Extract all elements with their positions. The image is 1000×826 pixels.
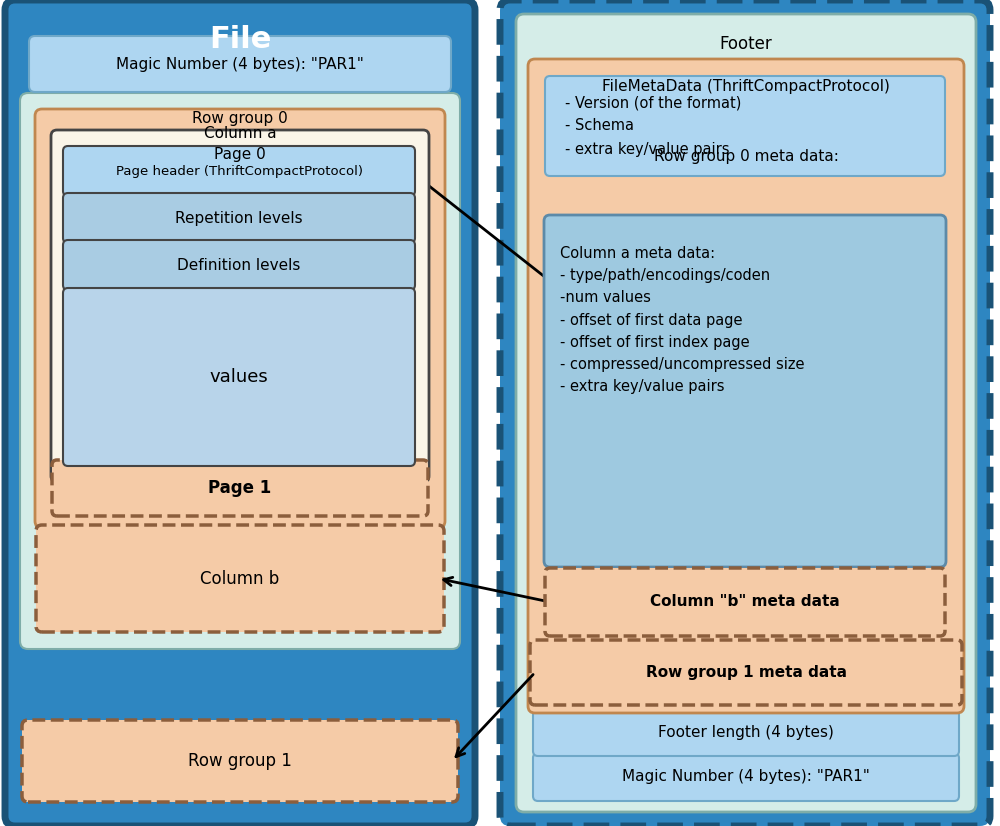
- Text: Magic Number (4 bytes): "PAR1": Magic Number (4 bytes): "PAR1": [116, 56, 364, 72]
- Text: Column "b" meta data: Column "b" meta data: [650, 595, 840, 610]
- Text: Row group 1: Row group 1: [188, 752, 292, 770]
- Text: - Version (of the format)
- Schema
- extra key/value pairs: - Version (of the format) - Schema - ext…: [565, 95, 741, 157]
- Text: FileMetaData (ThriftCompactProtocol): FileMetaData (ThriftCompactProtocol): [602, 78, 890, 93]
- FancyBboxPatch shape: [63, 146, 415, 196]
- FancyBboxPatch shape: [528, 59, 964, 713]
- FancyBboxPatch shape: [544, 215, 946, 567]
- FancyBboxPatch shape: [52, 460, 428, 516]
- FancyBboxPatch shape: [516, 14, 976, 812]
- Text: values: values: [210, 368, 268, 386]
- Text: Row group 0 meta data:: Row group 0 meta data:: [654, 149, 838, 164]
- Text: Column a meta data:
- type/path/encodings/coden
-num values
- offset of first da: Column a meta data: - type/path/encoding…: [560, 246, 804, 394]
- FancyBboxPatch shape: [533, 753, 959, 801]
- FancyBboxPatch shape: [22, 720, 458, 802]
- FancyBboxPatch shape: [29, 36, 451, 92]
- Text: Page header (ThriftCompactProtocol): Page header (ThriftCompactProtocol): [116, 164, 362, 178]
- Text: Column b: Column b: [200, 569, 280, 587]
- Text: Row group 1 meta data: Row group 1 meta data: [646, 665, 846, 680]
- Text: Page 1: Page 1: [208, 479, 272, 497]
- FancyBboxPatch shape: [545, 568, 945, 636]
- FancyBboxPatch shape: [36, 525, 444, 632]
- Text: Magic Number (4 bytes): "PAR1": Magic Number (4 bytes): "PAR1": [622, 770, 870, 785]
- FancyBboxPatch shape: [533, 708, 959, 756]
- Text: Footer: Footer: [720, 35, 772, 53]
- Text: Row group 0: Row group 0: [192, 112, 288, 126]
- FancyBboxPatch shape: [63, 288, 415, 466]
- FancyBboxPatch shape: [500, 0, 990, 826]
- FancyBboxPatch shape: [545, 76, 945, 176]
- Text: Footer length (4 bytes): Footer length (4 bytes): [658, 724, 834, 739]
- FancyBboxPatch shape: [35, 109, 445, 528]
- Text: Definition levels: Definition levels: [177, 258, 301, 273]
- Text: Column a: Column a: [204, 126, 276, 141]
- FancyBboxPatch shape: [5, 0, 475, 826]
- FancyBboxPatch shape: [20, 93, 460, 649]
- Text: File: File: [209, 26, 271, 55]
- FancyBboxPatch shape: [63, 193, 415, 243]
- FancyBboxPatch shape: [530, 640, 962, 705]
- Text: Repetition levels: Repetition levels: [175, 211, 303, 225]
- Text: Page 0: Page 0: [214, 146, 266, 162]
- FancyBboxPatch shape: [51, 130, 429, 482]
- FancyBboxPatch shape: [63, 240, 415, 290]
